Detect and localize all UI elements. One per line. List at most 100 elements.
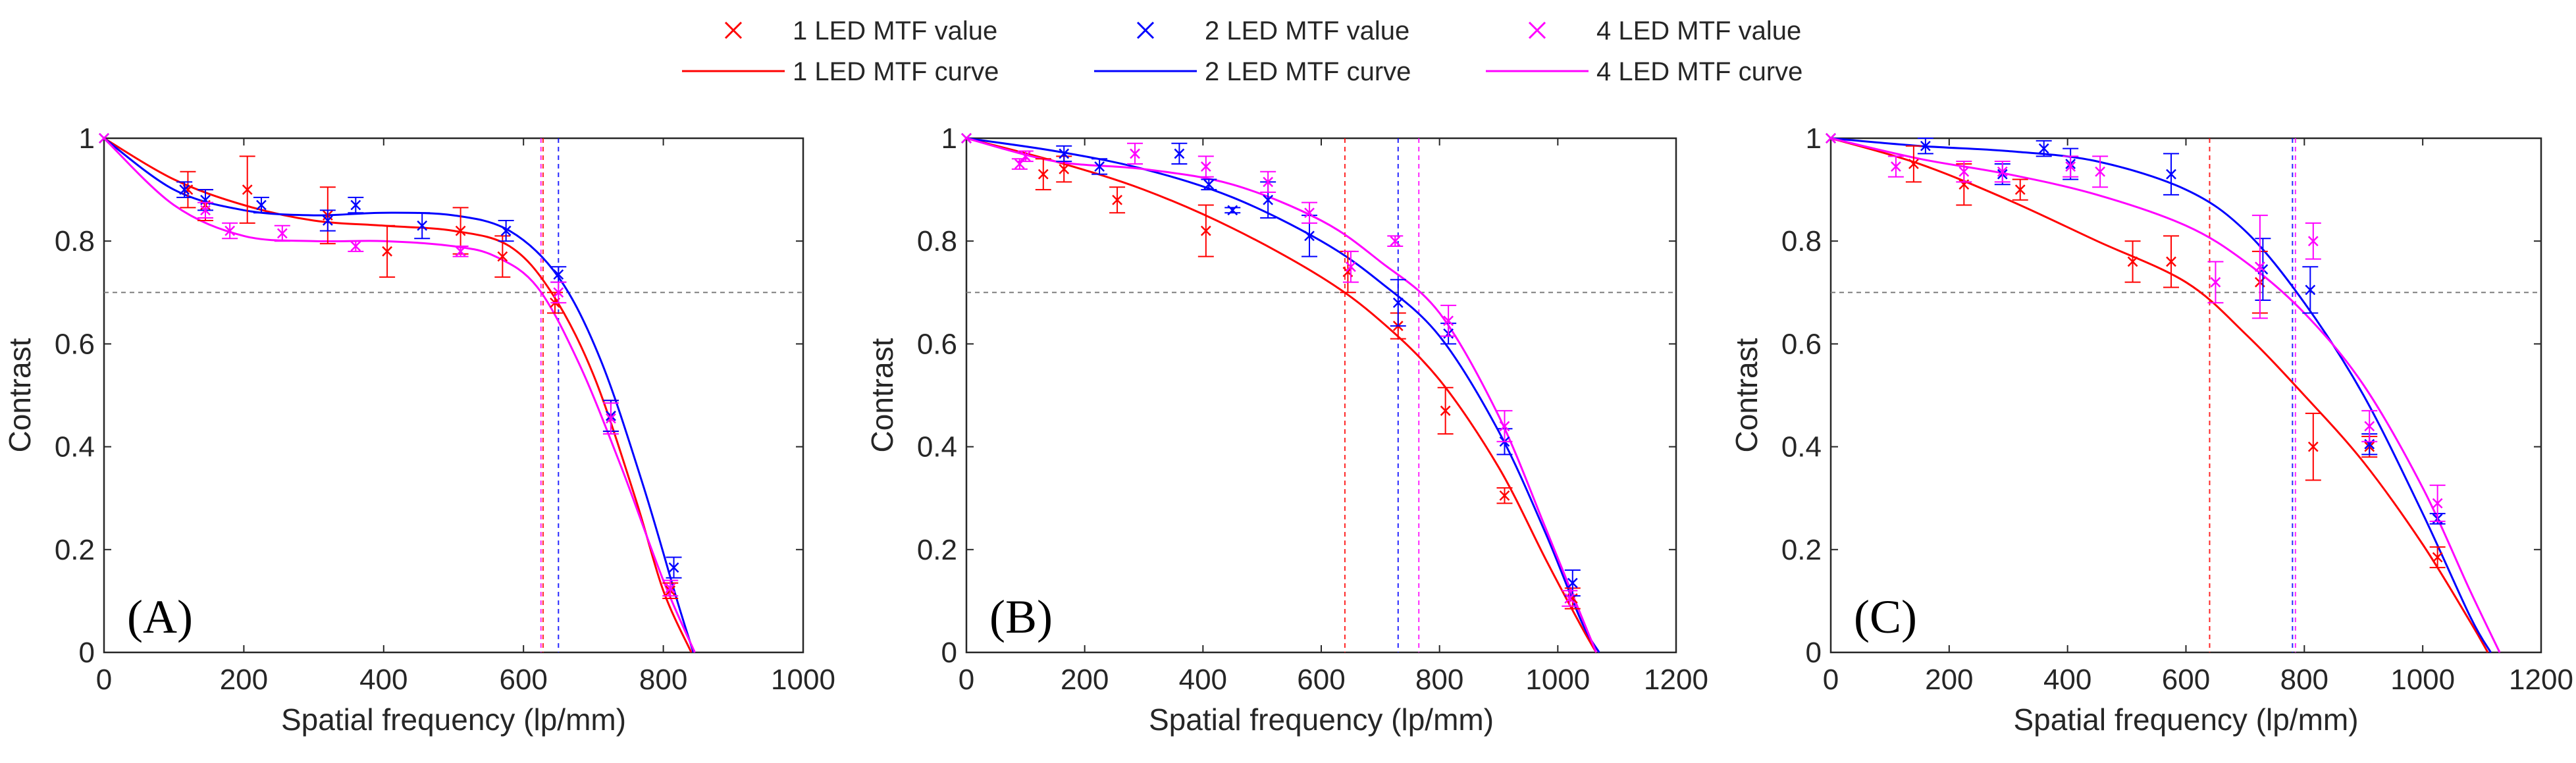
point-marker-icon [1958, 166, 1970, 177]
data-point-led4 [452, 246, 469, 257]
x-axis-label: Spatial frequency (lp/mm) [2013, 702, 2358, 737]
point-marker-icon [2255, 261, 2265, 273]
data-point-led1 [2124, 240, 2141, 283]
point-marker-icon [1263, 194, 1274, 205]
y-axis-label: Contrast [1729, 338, 1764, 452]
data-point-led2 [319, 209, 336, 232]
point-marker-icon [99, 133, 109, 144]
data-point-led2 [498, 219, 514, 242]
point-marker-icon [1094, 161, 1105, 172]
panel-letter: (C) [1854, 591, 1917, 643]
legend: 1 LED MTF value 1 LED MTF curve 2 LED MTF … [682, 16, 1802, 86]
y-axis-label: Contrast [865, 338, 899, 452]
data-point-led4 [2429, 485, 2446, 522]
point-marker-icon [1997, 166, 2008, 177]
mtf-curve-led4 [966, 137, 1598, 653]
point-marker-icon [276, 228, 288, 239]
y-tick-label: 0 [1806, 637, 1822, 669]
y-tick-label: 0.8 [917, 225, 957, 257]
legend-item-led2-line: 2 LED MTF curve [1094, 57, 1411, 86]
point-marker-icon [1200, 161, 1211, 172]
x-tick-label: 200 [1925, 664, 1973, 696]
point-marker-icon [1346, 261, 1356, 273]
point-marker-icon [665, 583, 676, 594]
data-point-led4 [99, 133, 109, 144]
point-marker-icon [1443, 315, 1454, 327]
x-tick-label: 800 [2280, 664, 2328, 696]
point-marker-icon [1200, 225, 1211, 236]
data-point-led1 [2163, 235, 2180, 288]
point-marker-icon [382, 246, 392, 257]
legend-label: 4 LED MTF value [1596, 16, 1801, 45]
point-marker-icon [1564, 593, 1575, 604]
data-point-led2 [1091, 158, 1108, 175]
point-marker-icon [1390, 236, 1401, 247]
point-marker-icon [1227, 205, 1238, 216]
data-point-led4 [2361, 409, 2378, 442]
point-marker-icon [2014, 184, 2026, 195]
point-marker-icon [961, 133, 972, 144]
chart-panel-0: 0 200 400 600 800 1000 0 0.2 0.4 0.6 0.8 1 Spatial f… [3, 122, 835, 737]
data-point-led4 [274, 224, 290, 242]
data-point-led4 [1017, 150, 1034, 163]
x-tick-label: 1000 [1525, 664, 1590, 696]
mtf-curve-led1 [966, 137, 1598, 653]
mtf-curve-led2 [966, 137, 1600, 653]
data-point-led2 [2163, 153, 2180, 196]
mtf-curve-led4 [1830, 137, 2501, 653]
x-tick-label: 200 [220, 664, 268, 696]
data-point-led1 [180, 171, 196, 209]
point-marker-icon [1203, 179, 1215, 190]
y-tick-label: 0.8 [1781, 225, 1822, 257]
data-point-led4 [1301, 201, 1318, 224]
y-tick-label: 0.8 [55, 225, 95, 257]
legend-label: 2 LED MTF value [1205, 16, 1409, 45]
point-marker-icon [455, 246, 466, 257]
mtf-curve-led2 [103, 137, 695, 653]
y-tick-label: 0.2 [917, 534, 957, 566]
data-point-led2 [1056, 145, 1072, 163]
point-marker-icon [1020, 151, 1031, 162]
point-marker-icon [1440, 406, 1451, 416]
point-marker-icon [2166, 256, 2176, 267]
point-marker-icon [179, 184, 190, 195]
data-point-led4 [1260, 171, 1276, 194]
data-point-led2 [2036, 140, 2052, 157]
data-point-led4 [2063, 155, 2079, 178]
data-point-led1 [1496, 487, 1513, 504]
data-point-led4 [2251, 215, 2268, 319]
point-marker-icon [1174, 148, 1185, 159]
x-axis-label: Spatial frequency (lp/mm) [1149, 702, 1494, 737]
y-tick-label: 0.6 [55, 328, 95, 360]
point-marker-icon [1826, 133, 1836, 144]
point-marker-icon [1038, 169, 1049, 180]
panel-letter: (B) [989, 591, 1053, 643]
y-tick-label: 0 [79, 637, 95, 669]
point-marker-icon [2307, 236, 2319, 247]
point-marker-icon [1392, 298, 1404, 308]
x-axis-label: Spatial frequency (lp/mm) [281, 702, 626, 737]
data-point-led4 [662, 579, 679, 597]
point-marker-icon [606, 413, 616, 424]
legend-marker-icon [1528, 21, 1546, 39]
data-point-led1 [239, 155, 255, 224]
data-point-led4 [1387, 235, 1404, 248]
point-marker-icon [1263, 176, 1274, 188]
point-marker-icon [1891, 161, 1901, 172]
data-point-led1 [2429, 546, 2446, 569]
y-tick-label: 0 [941, 637, 957, 669]
x-tick-label: 200 [1061, 664, 1109, 696]
data-point-led2 [1171, 142, 1188, 165]
point-marker-icon [2432, 498, 2443, 509]
y-axis-label: Contrast [3, 338, 37, 452]
mtf-curve-led1 [1830, 137, 2489, 653]
point-marker-icon [2432, 552, 2443, 563]
data-point-led2 [348, 196, 364, 214]
point-marker-icon [417, 220, 428, 231]
point-marker-icon [2127, 256, 2138, 267]
point-marker-icon [2166, 169, 2176, 180]
data-point-led4 [1887, 155, 1904, 178]
point-marker-icon [668, 562, 679, 573]
data-point-led2 [1224, 205, 1241, 216]
data-point-led4 [2092, 155, 2109, 188]
